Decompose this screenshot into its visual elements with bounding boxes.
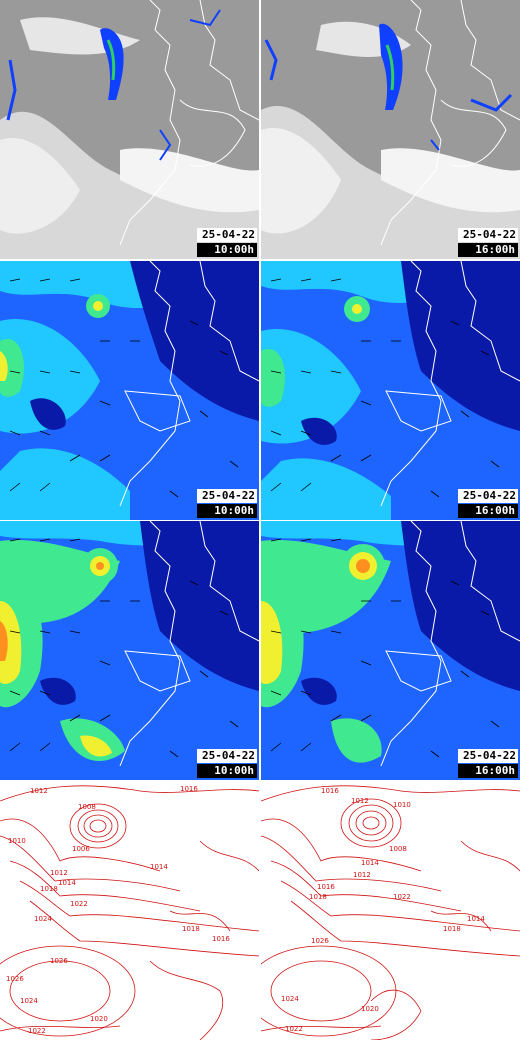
- isobar-label: 1024: [34, 915, 52, 923]
- isobar-label: 1018: [182, 925, 200, 933]
- isobar-label: 1008: [78, 803, 96, 811]
- wind-high-panel-1000: 25-04-22 10:00h: [0, 521, 259, 780]
- time-label: 16:00h: [458, 504, 518, 518]
- date-label: 25-04-22: [458, 489, 518, 503]
- satellite-map: [0, 0, 259, 259]
- date-label: 25-04-22: [197, 228, 257, 242]
- isobar-label: 1026: [311, 937, 329, 945]
- isobar-label: 1022: [285, 1025, 303, 1033]
- isobar-label: 1014: [467, 915, 485, 923]
- time-label: 10:00h: [197, 764, 257, 778]
- time-label: 16:00h: [458, 243, 518, 257]
- date-label: 25-04-22: [458, 228, 518, 242]
- isobar-label: 1014: [58, 879, 76, 887]
- isobar-label: 1018: [443, 925, 461, 933]
- satellite-panel-1600: 25-04-22 16:00h: [261, 0, 520, 259]
- pressure-panel-left: 1012 1016 1008 1006 1014 1010 1012 1014 …: [0, 781, 259, 1040]
- isobar-label: 1022: [70, 900, 88, 908]
- isobar-label: 1020: [361, 1005, 379, 1013]
- satellite-map: [261, 0, 520, 259]
- isobar-label: 1026: [50, 957, 68, 965]
- wind-map: [261, 261, 520, 520]
- wind-low-panel-1600: 25-04-22 16:00h: [261, 261, 520, 520]
- isobar-label: 1020: [90, 1015, 108, 1023]
- isobar-label: 1012: [351, 797, 369, 805]
- isobar-label: 1006: [72, 845, 90, 853]
- isobar-label: 1012: [30, 787, 48, 795]
- date-label: 25-04-22: [197, 749, 257, 763]
- time-label: 10:00h: [197, 243, 257, 257]
- wind-map: [0, 521, 259, 780]
- isobar-label: 1012: [353, 871, 371, 879]
- timestamp: 25-04-22 10:00h: [197, 749, 257, 778]
- isobar-label: 1014: [150, 863, 168, 871]
- isobar-label: 1024: [281, 995, 299, 1003]
- isobar-label: 1012: [50, 869, 68, 877]
- timestamp: 25-04-22 16:00h: [458, 228, 518, 257]
- isobar-label: 1008: [389, 845, 407, 853]
- isobar-label: 1022: [393, 893, 411, 901]
- date-label: 25-04-22: [197, 489, 257, 503]
- time-label: 16:00h: [458, 764, 518, 778]
- timestamp: 25-04-22 16:00h: [458, 489, 518, 518]
- isobar-label: 1016: [180, 785, 198, 793]
- isobar-label: 1010: [393, 801, 411, 809]
- isobar-map: 1012 1016 1008 1006 1014 1010 1012 1014 …: [0, 781, 259, 1040]
- timestamp: 25-04-22 10:00h: [197, 489, 257, 518]
- wind-map: [261, 521, 520, 780]
- isobar-label: 1016: [321, 787, 339, 795]
- wind-map: [0, 261, 259, 520]
- timestamp: 25-04-22 10:00h: [197, 228, 257, 257]
- wind-high-panel-1600: 25-04-22 16:00h: [261, 521, 520, 780]
- isobar-label: 1018: [309, 893, 327, 901]
- wind-low-panel-1000: 25-04-22 10:00h: [0, 261, 259, 520]
- isobar-label: 1014: [361, 859, 379, 867]
- isobar-label: 1016: [317, 883, 335, 891]
- satellite-panel-1000: 25-04-22 10:00h: [0, 0, 259, 259]
- panel-divider: [259, 0, 261, 1040]
- isobar-map: 1016 1012 1010 1008 1014 1012 1016 1018 …: [261, 781, 520, 1040]
- pressure-panel-right: 1016 1012 1010 1008 1014 1012 1016 1018 …: [261, 781, 520, 1040]
- isobar-label: 1016: [212, 935, 230, 943]
- timestamp: 25-04-22 16:00h: [458, 749, 518, 778]
- isobar-label: 1010: [8, 837, 26, 845]
- isobar-label: 1022: [28, 1027, 46, 1035]
- time-label: 10:00h: [197, 504, 257, 518]
- date-label: 25-04-22: [458, 749, 518, 763]
- isobar-label: 1018: [40, 885, 58, 893]
- isobar-label: 1024: [20, 997, 38, 1005]
- isobar-label: 1026: [6, 975, 24, 983]
